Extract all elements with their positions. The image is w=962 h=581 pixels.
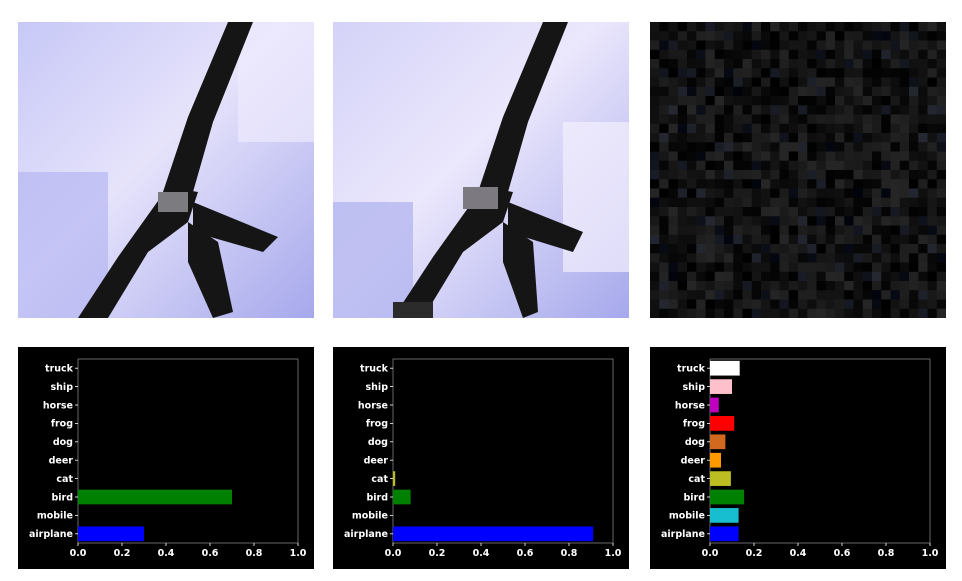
x-tick-label: 0.0	[385, 548, 402, 559]
prediction-chart-original: airplane mobile bird cat deer dog frog horse shi…	[18, 347, 314, 569]
x-tick-label: 0.8	[561, 548, 578, 559]
y-tick-label-truck: truck	[677, 364, 706, 375]
bar-dog	[710, 434, 726, 450]
y-tick-label-dog: dog	[53, 437, 73, 448]
x-tick-label: 0.2	[114, 548, 131, 559]
bar-airplane	[710, 526, 739, 542]
bar-ship	[710, 379, 732, 394]
y-tick-label-deer: deer	[681, 456, 706, 467]
y-tick-label-deer: deer	[49, 456, 74, 467]
y-tick-label-airplane: airplane	[344, 529, 388, 540]
y-tick-label-truck: truck	[45, 364, 74, 375]
bar-cat	[710, 471, 731, 486]
bar-airplane	[393, 526, 594, 542]
bar-bird	[393, 489, 411, 505]
prediction-chart-perturbation: airplane mobile bird cat deer dog frog horse shi…	[650, 347, 946, 569]
y-tick-label-frog: frog	[366, 419, 388, 430]
y-tick-label-airplane: airplane	[29, 529, 73, 540]
bar-truck	[710, 360, 740, 376]
y-tick-label-horse: horse	[358, 400, 388, 411]
bar-frog	[710, 416, 735, 431]
y-tick-label-ship: ship	[51, 382, 74, 393]
original-image	[18, 22, 314, 318]
y-tick-label-ship: ship	[683, 382, 706, 393]
bar-bird	[78, 489, 232, 505]
x-tick-label: 1.0	[605, 548, 622, 559]
bar-deer	[710, 452, 721, 468]
y-tick-label-mobile: mobile	[352, 511, 388, 522]
bar-cat	[393, 471, 396, 486]
axes-frame	[392, 358, 614, 544]
y-tick-label-truck: truck	[360, 364, 389, 375]
bar-mobile	[710, 508, 739, 523]
adversarial-image	[333, 22, 629, 318]
y-tick-label-ship: ship	[366, 382, 389, 393]
x-tick-label: 0.6	[202, 548, 219, 559]
axes-frame	[77, 358, 299, 544]
y-tick-label-mobile: mobile	[37, 511, 73, 522]
prediction-chart-adversarial: airplane mobile bird cat deer dog frog horse shi…	[333, 347, 629, 569]
bar-airplane	[78, 526, 144, 542]
x-tick-label: 0.4	[473, 548, 490, 559]
y-tick-label-cat: cat	[56, 474, 73, 485]
y-tick-label-dog: dog	[685, 437, 705, 448]
axes-frame	[709, 358, 931, 544]
y-tick-label-airplane: airplane	[661, 529, 705, 540]
x-tick-label: 0.4	[158, 548, 175, 559]
x-tick-label: 0.2	[746, 548, 763, 559]
y-tick-label-dog: dog	[368, 437, 388, 448]
x-tick-label: 1.0	[922, 548, 939, 559]
y-tick-label-deer: deer	[364, 456, 389, 467]
x-tick-label: 0.6	[517, 548, 534, 559]
y-tick-label-cat: cat	[688, 474, 705, 485]
y-tick-label-horse: horse	[43, 400, 73, 411]
x-tick-label: 0.2	[429, 548, 446, 559]
y-tick-label-mobile: mobile	[669, 511, 705, 522]
perturbation-image	[650, 22, 946, 318]
x-tick-label: 0.4	[790, 548, 807, 559]
x-tick-label: 1.0	[290, 548, 307, 559]
y-tick-label-cat: cat	[371, 474, 388, 485]
x-tick-label: 0.0	[702, 548, 719, 559]
x-tick-label: 0.8	[246, 548, 263, 559]
y-tick-label-bird: bird	[51, 492, 73, 503]
y-tick-label-bird: bird	[683, 492, 705, 503]
x-tick-label: 0.0	[70, 548, 87, 559]
bar-bird	[710, 489, 745, 505]
y-tick-label-horse: horse	[675, 400, 705, 411]
x-tick-label: 0.6	[834, 548, 851, 559]
y-tick-label-bird: bird	[366, 492, 388, 503]
y-tick-label-frog: frog	[683, 419, 705, 430]
x-tick-label: 0.8	[878, 548, 895, 559]
bar-horse	[710, 397, 719, 413]
y-tick-label-frog: frog	[51, 419, 73, 430]
